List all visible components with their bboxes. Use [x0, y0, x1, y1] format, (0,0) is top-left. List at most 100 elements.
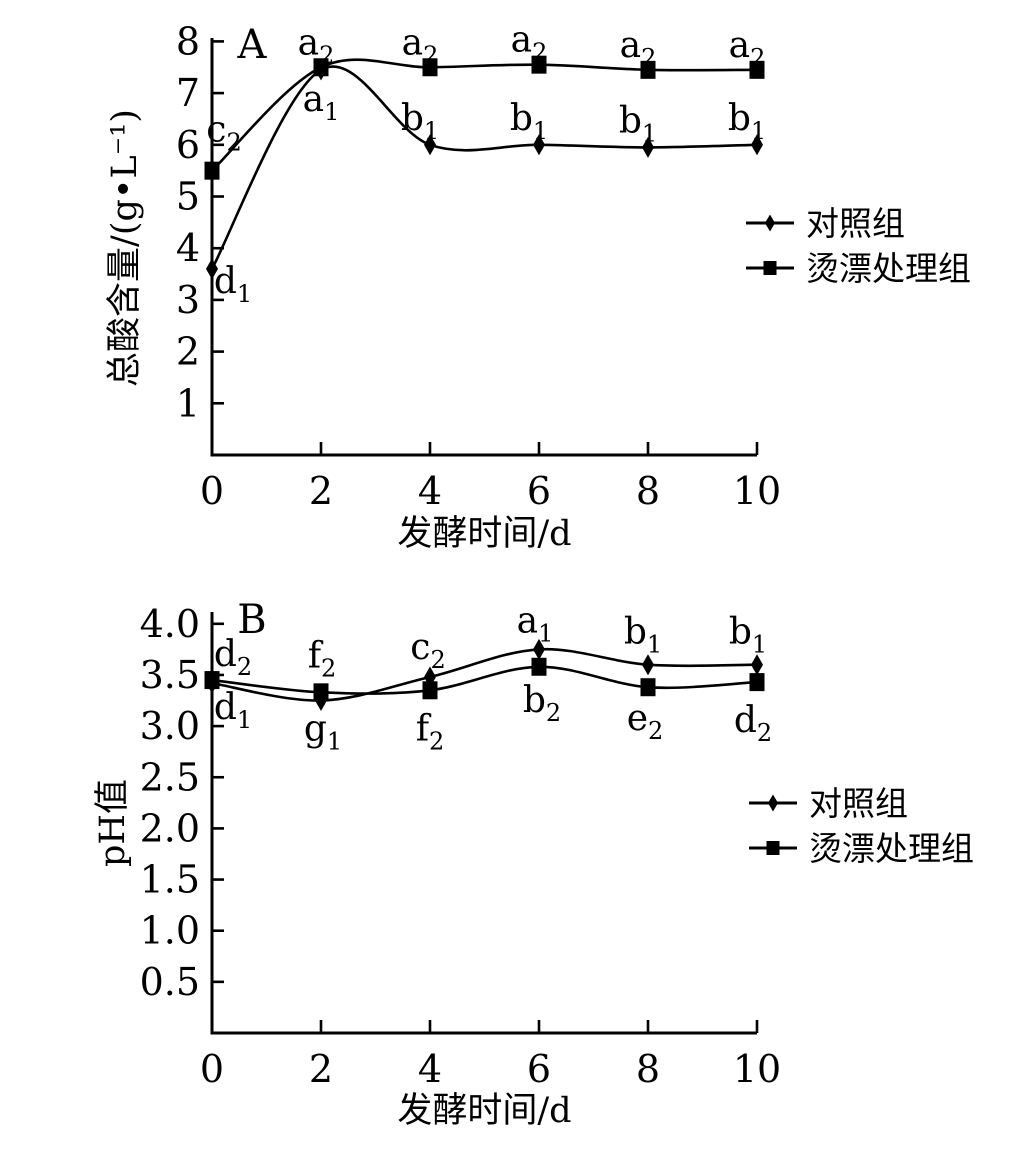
y-tick-label: 5	[176, 175, 200, 219]
y-tick-label: 3.5	[140, 653, 200, 697]
x-tick-label: 0	[200, 1047, 224, 1091]
control-point-label: b1	[728, 98, 766, 145]
control-data-point-marker	[533, 638, 545, 660]
x-tick-label: 6	[527, 1047, 551, 1091]
control-point-label: c2	[410, 627, 445, 674]
y-tick-label: 6	[176, 123, 200, 167]
control-point-label: b1	[619, 100, 657, 147]
control-point-label: a1	[517, 600, 554, 647]
y-tick-label: 3	[176, 278, 200, 322]
legend-square-marker	[763, 261, 777, 275]
blanched-point-label: a2	[511, 20, 548, 67]
control-point-label: d1	[214, 261, 252, 308]
blanched-data-point-marker	[531, 657, 547, 676]
x-tick-label: 8	[636, 469, 660, 513]
blanched-data-point-marker	[640, 678, 656, 697]
panel-A: 1 2 3 4 5 6 7 8 0 2 4 6 8 10 发酵时间/d 总酸含量/(g•L⁻¹) Ad1 a1 b1…	[105, 19, 971, 554]
legend-diamond-marker	[765, 214, 775, 232]
legend-label: 烫漂处理组	[809, 829, 974, 868]
blanched-data-point-marker	[204, 161, 220, 180]
control-data-point-marker	[751, 654, 763, 676]
blanched-point-label: a2	[729, 25, 766, 72]
blanched-point-label: c2	[206, 110, 241, 157]
control-series-line	[211, 647, 758, 702]
y-tick-label: 4	[176, 226, 200, 270]
y-tick-label: 2.0	[140, 806, 200, 850]
y-tick-label: 2.5	[140, 755, 200, 799]
y-axis-label: pH值	[93, 779, 133, 867]
panel-label: B	[237, 597, 266, 643]
control-point-label: b1	[401, 98, 439, 145]
x-axis-label: 发酵时间/d	[397, 514, 571, 554]
x-axis-label: 发酵时间/d	[397, 1091, 571, 1131]
y-tick-label: 1	[176, 381, 200, 425]
control-point-label: b1	[729, 612, 767, 659]
x-tick-label: 2	[309, 469, 333, 513]
blanched-data-point-marker	[640, 60, 656, 79]
blanched-point-label: d2	[734, 700, 772, 747]
legend-item-control: 对照组	[746, 204, 905, 243]
blanched-point-label: e2	[627, 698, 664, 745]
panel-label: A	[237, 22, 268, 68]
legend-item-blanched: 烫漂处理组	[746, 249, 971, 288]
x-tick-label: 0	[200, 469, 224, 513]
blanched-data-point-marker	[531, 55, 547, 74]
legend-item-control: 对照组	[749, 784, 908, 823]
y-tick-label: 7	[176, 71, 200, 115]
blanched-data-point-marker	[313, 58, 329, 77]
legend-square-marker	[766, 841, 780, 855]
blanched-series-line	[211, 58, 758, 172]
blanched-data-point-marker	[313, 683, 329, 702]
control-point-label: d1	[214, 687, 252, 734]
legend-label: 对照组	[806, 204, 905, 243]
legend-label: 烫漂处理组	[806, 249, 971, 288]
y-tick-label: 1.5	[140, 858, 200, 902]
control-data-point-marker	[206, 258, 218, 280]
control-point-label: a1	[303, 79, 340, 126]
legend-label: 对照组	[809, 784, 908, 823]
blanched-point-label: a2	[620, 25, 657, 72]
legend-diamond-marker	[768, 794, 778, 812]
control-data-point-marker	[642, 136, 654, 158]
x-tick-label: 8	[636, 1047, 660, 1091]
blanched-point-label: f2	[416, 708, 445, 755]
x-tick-label: 2	[309, 1047, 333, 1091]
control-data-point-marker	[424, 134, 436, 156]
y-tick-label: 2	[176, 330, 200, 374]
blanched-point-label: f2	[308, 635, 337, 682]
y-tick-label: 4.0	[140, 602, 200, 646]
blanched-point-label: b2	[523, 680, 561, 727]
y-tick-label: 1.0	[140, 909, 200, 953]
blanched-data-point-marker	[204, 671, 220, 690]
y-axis-label: 总酸含量/(g•L⁻¹)	[105, 109, 145, 387]
axes	[210, 612, 757, 1035]
blanched-data-point-marker	[422, 58, 438, 77]
x-tick-label: 4	[418, 469, 442, 513]
control-data-point-marker	[533, 134, 545, 156]
blanched-point-label: d2	[214, 634, 252, 681]
x-tick-label: 10	[733, 1047, 781, 1091]
control-point-label: g1	[304, 709, 342, 756]
blanched-data-point-marker	[749, 60, 765, 79]
panel-B: 0.5 1.0 1.5 2.0 2.5 3.0 3.5 4.0 0 2 4 6 8 10 发酵时间/d pH值…	[93, 597, 974, 1131]
blanched-point-label: a2	[298, 22, 335, 69]
control-series-line	[210, 65, 758, 270]
control-point-label: b1	[510, 98, 548, 145]
blanched-series-line	[211, 665, 758, 695]
control-point-label: b1	[624, 612, 662, 659]
blanched-data-point-marker	[422, 681, 438, 700]
y-tick-label: 0.5	[140, 960, 200, 1004]
y-tick-label: 3.0	[140, 704, 200, 748]
y-tick-label: 8	[176, 19, 200, 63]
control-data-point-marker	[751, 134, 763, 156]
blanched-data-point-marker	[749, 673, 765, 692]
x-tick-label: 10	[733, 469, 781, 513]
x-tick-label: 4	[418, 1047, 442, 1091]
x-tick-label: 6	[527, 469, 551, 513]
blanched-point-label: a2	[402, 22, 439, 69]
control-data-point-marker	[642, 654, 654, 676]
